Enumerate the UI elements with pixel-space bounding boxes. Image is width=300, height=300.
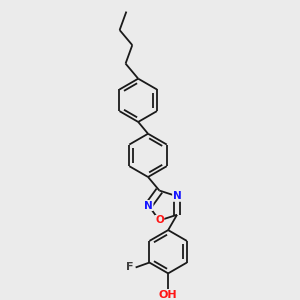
Text: N: N [172, 191, 182, 201]
Text: F: F [126, 262, 134, 272]
Text: N: N [144, 200, 153, 211]
Text: O: O [155, 215, 164, 226]
Text: OH: OH [159, 290, 178, 300]
